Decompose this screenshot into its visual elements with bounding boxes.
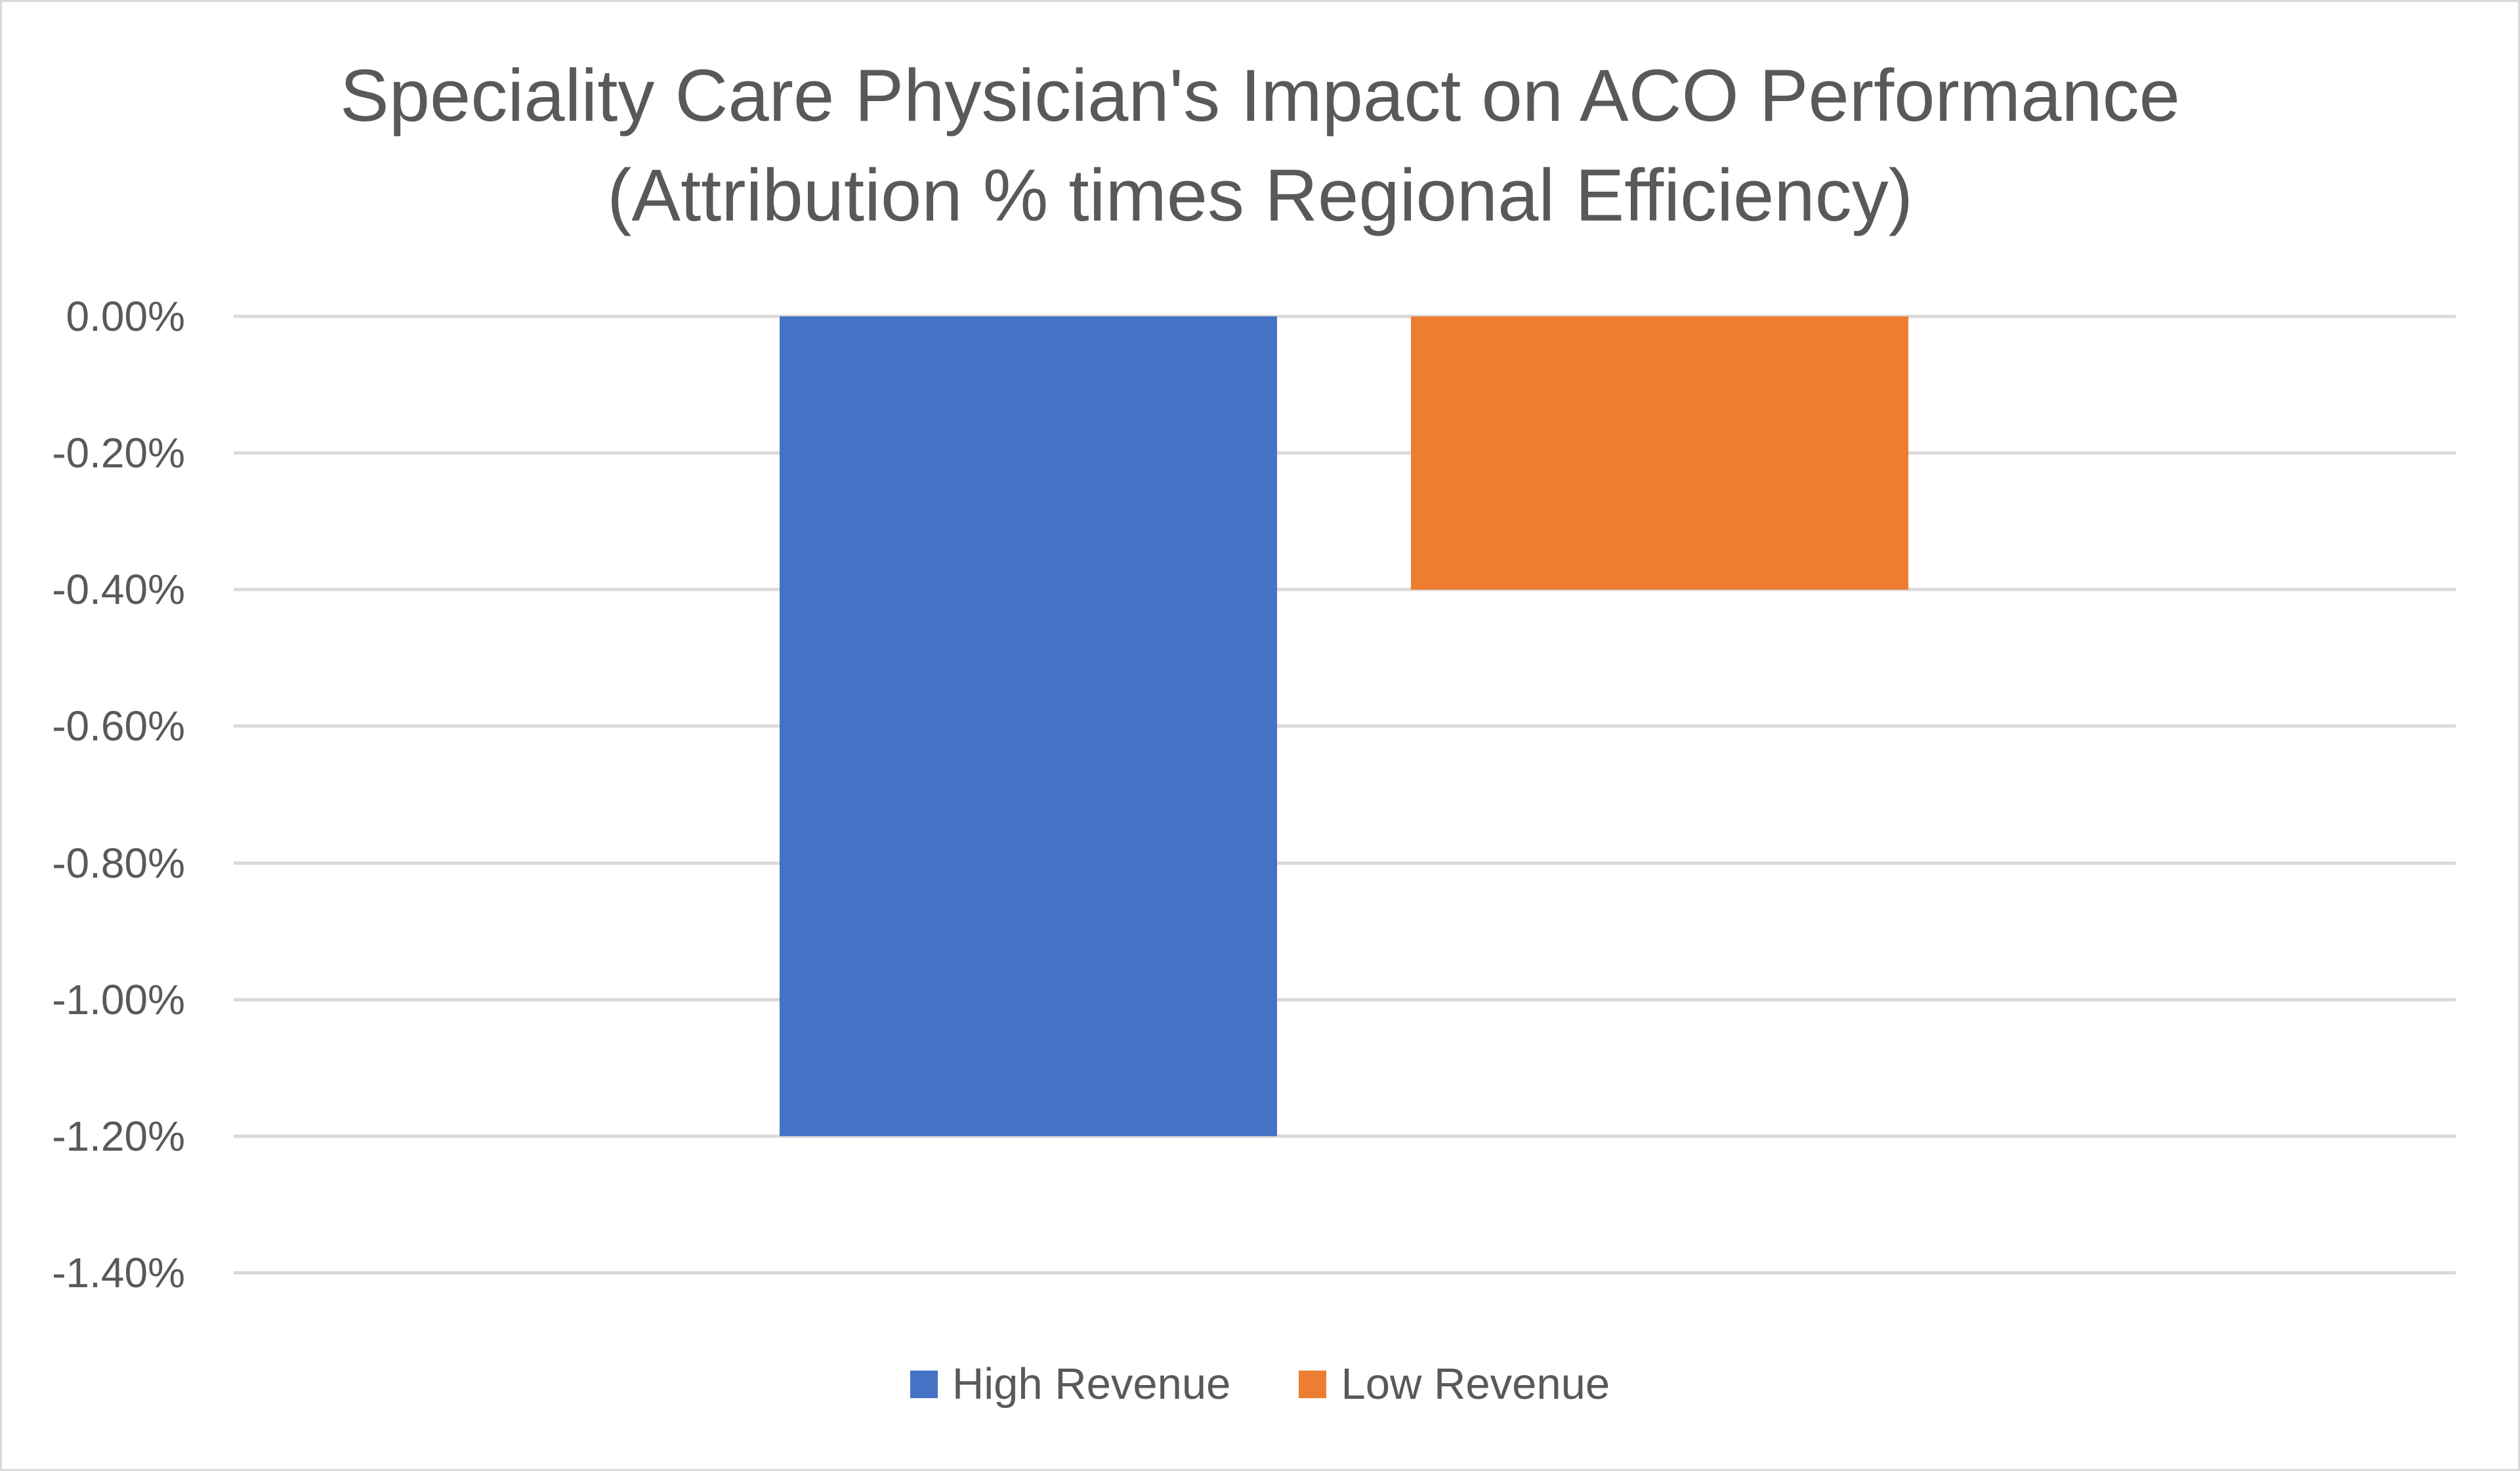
- y-tick-label: -1.00%: [52, 976, 185, 1023]
- gridlines: [234, 314, 2456, 1275]
- legend-item-low-revenue: Low Revenue: [1299, 1359, 1610, 1409]
- y-axis-ticks: 0.00% -0.20% -0.40% -0.60% -0.80% -1.00% -1.20…: [52, 293, 185, 1296]
- legend-item-high-revenue: High Revenue: [910, 1359, 1231, 1409]
- legend-label-low-revenue: Low Revenue: [1341, 1359, 1610, 1409]
- y-tick-label: -0.60%: [52, 702, 185, 750]
- chart-title-line-2: (Attribution % times Regional Efficiency…: [607, 154, 1913, 236]
- y-tick-label: -0.80%: [52, 840, 185, 887]
- legend: High Revenue Low Revenue: [0, 1359, 2520, 1409]
- legend-swatch-high-revenue: [910, 1370, 938, 1398]
- bar-low-revenue: [1411, 316, 1908, 590]
- chart-title: Speciality Care Physician's Impact on AC…: [0, 46, 2520, 245]
- legend-label-high-revenue: High Revenue: [952, 1359, 1231, 1409]
- y-tick-label: -0.20%: [52, 429, 185, 477]
- bar-high-revenue: [780, 316, 1277, 1136]
- bars: [780, 316, 1908, 1136]
- y-tick-label: 0.00%: [66, 293, 185, 340]
- y-tick-label: -1.40%: [52, 1249, 185, 1296]
- y-tick-label: -0.40%: [52, 566, 185, 613]
- chart-title-line-1: Speciality Care Physician's Impact on AC…: [340, 54, 2180, 137]
- y-tick-label: -1.20%: [52, 1113, 185, 1160]
- legend-swatch-low-revenue: [1299, 1370, 1327, 1398]
